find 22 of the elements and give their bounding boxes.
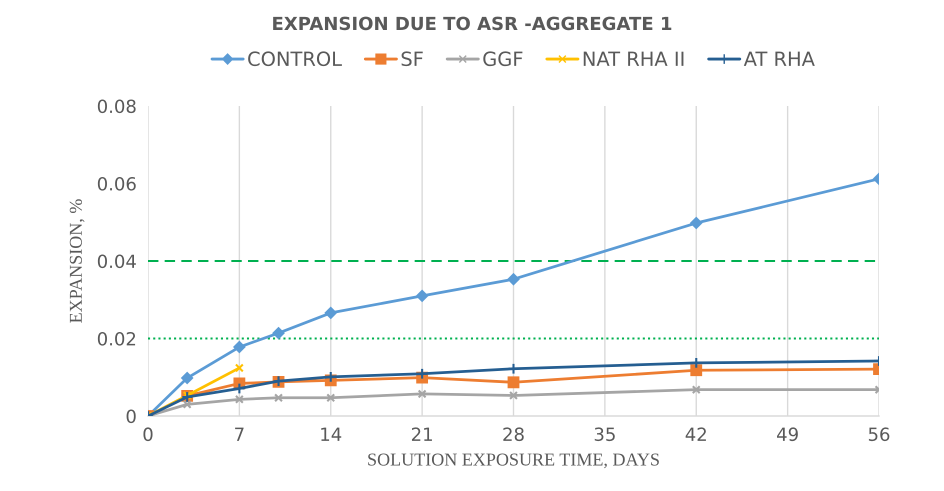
legend-label: NAT RHA II bbox=[584, 52, 684, 66]
x-tick-label: 35 bbox=[594, 427, 615, 442]
x-tick-label: 49 bbox=[777, 427, 798, 442]
x-tick-label: 14 bbox=[321, 428, 342, 441]
x-tick-label: 21 bbox=[412, 427, 432, 441]
x-tick-label: 56 bbox=[868, 427, 890, 442]
y-axis-title: EXPANSION, % bbox=[70, 199, 85, 323]
y-tick-label: 0.02 bbox=[98, 332, 136, 346]
legend-label: CONTROL bbox=[248, 51, 342, 66]
x-tick-label: 28 bbox=[503, 427, 524, 442]
y-tick-label: 0 bbox=[126, 409, 136, 424]
x-tick-label: 42 bbox=[686, 427, 706, 441]
legend-label: GGF bbox=[483, 51, 522, 66]
y-tick-label: 0.04 bbox=[98, 254, 136, 268]
chart-title: EXPANSION DUE TO ASR -AGGREGATE 1 bbox=[273, 16, 672, 30]
legend-label: SF bbox=[402, 51, 423, 66]
y-tick-label: 0.06 bbox=[98, 176, 136, 191]
y-tick-label: 0.08 bbox=[98, 99, 136, 114]
legend-label: AT RHA bbox=[744, 52, 815, 66]
x-axis-title: SOLUTION EXPOSURE TIME, DAYS bbox=[368, 453, 659, 468]
x-tick-label: 0 bbox=[143, 427, 153, 442]
x-tick-label: 7 bbox=[235, 428, 244, 441]
